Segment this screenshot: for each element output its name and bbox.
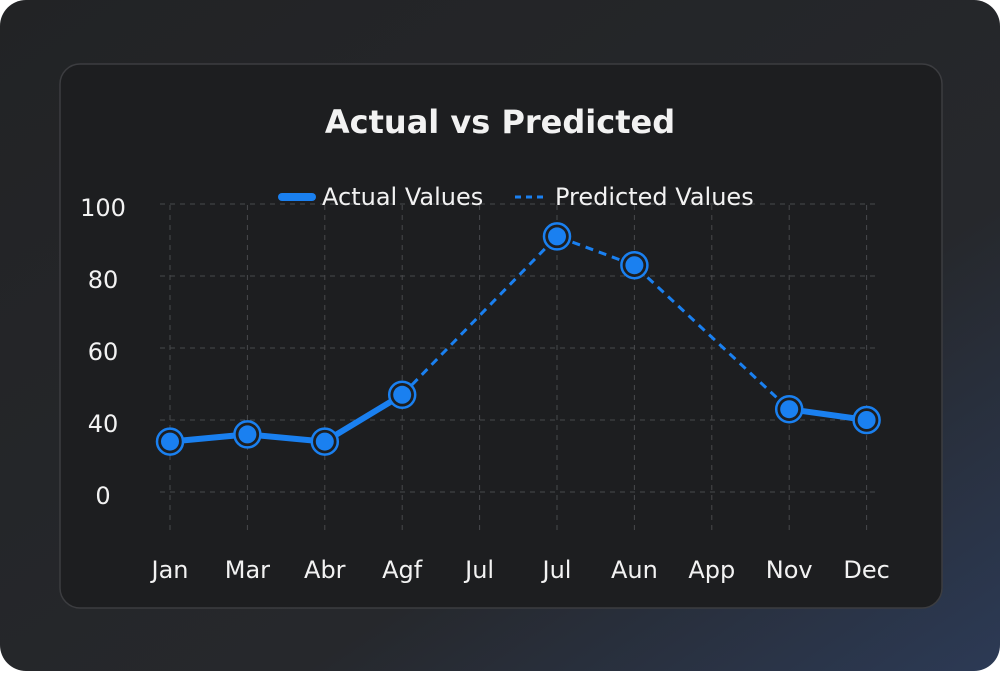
x-tick-label: Dec [843, 556, 889, 584]
y-tick-label: 60 [88, 338, 119, 366]
marker [857, 411, 876, 429]
predicted-line [401, 234, 791, 411]
card [59, 63, 943, 609]
x-tick-label: Mar [225, 556, 270, 584]
y-tick-label: 80 [88, 266, 119, 294]
x-tick-label: Agf [382, 556, 423, 584]
marker [238, 425, 257, 444]
x-tick-label: Nov [766, 556, 813, 584]
marker [548, 227, 566, 246]
legend-label: Actual Values [322, 183, 483, 211]
x-tick-label: Jul [541, 556, 572, 584]
marker [315, 432, 334, 451]
x-tick-label: Abr [304, 556, 346, 584]
marker [393, 385, 412, 404]
y-tick-label: 0 [95, 482, 110, 510]
x-tick-label: App [688, 556, 735, 584]
chart-title: Actual vs Predicted [325, 103, 675, 141]
marker [780, 400, 799, 419]
marker [161, 432, 179, 451]
legend-label: Predicted Values [555, 183, 754, 211]
x-tick-label: Jul [463, 556, 494, 584]
x-tick-label: Jan [150, 556, 189, 584]
x-tick-label: Aun [611, 556, 658, 584]
y-tick-label: 40 [88, 410, 119, 438]
marker [625, 256, 644, 275]
y-tick-label: 100 [80, 194, 126, 222]
